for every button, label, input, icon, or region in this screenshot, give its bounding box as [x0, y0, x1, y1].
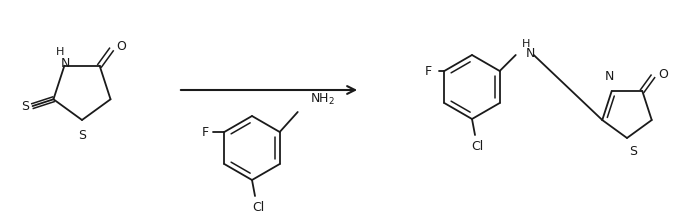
Text: F: F: [425, 64, 432, 77]
Text: N: N: [605, 70, 614, 83]
Text: N: N: [526, 46, 535, 59]
Text: H: H: [521, 39, 530, 49]
Text: O: O: [117, 40, 126, 53]
Text: S: S: [22, 100, 29, 113]
Text: Cl: Cl: [471, 140, 483, 153]
Text: N: N: [61, 57, 70, 70]
Text: S: S: [629, 145, 637, 158]
Text: S: S: [78, 129, 86, 142]
Text: H: H: [56, 47, 64, 57]
Text: Cl: Cl: [252, 201, 264, 214]
Text: O: O: [658, 68, 668, 81]
Text: F: F: [202, 125, 209, 139]
Text: NH$_2$: NH$_2$: [310, 92, 335, 107]
